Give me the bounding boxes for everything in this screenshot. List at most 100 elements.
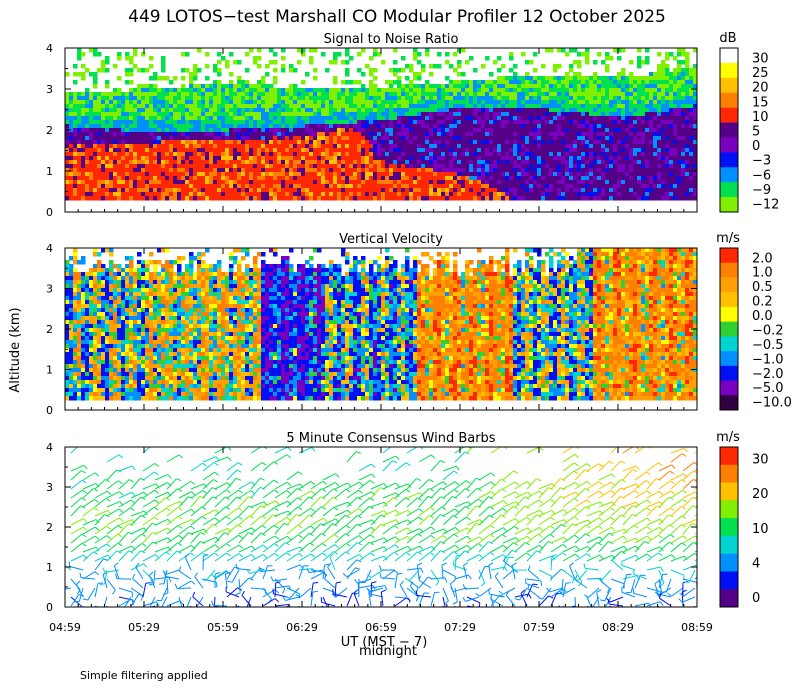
snr-cell (377, 152, 382, 157)
snr-cell (533, 124, 538, 129)
snr-cell (381, 160, 386, 165)
snr-cell (225, 136, 230, 141)
snr-cell (389, 92, 394, 97)
snr-cell (509, 196, 514, 201)
snr-cell (677, 100, 682, 105)
snr-cell (693, 64, 697, 69)
snr-cell (153, 100, 158, 105)
snr-cell (201, 184, 206, 189)
snr-cell (529, 140, 534, 145)
snr-cell (169, 100, 174, 105)
snr-cell (533, 100, 538, 105)
snr-cell (669, 72, 674, 77)
snr-cell (333, 80, 338, 85)
snr-cell (313, 188, 318, 193)
snr-cell (145, 188, 150, 193)
snr-cell (445, 164, 450, 169)
snr-cell (101, 92, 106, 97)
snr-cell (157, 192, 162, 197)
snr-cell (149, 156, 154, 161)
snr-cell (265, 108, 270, 113)
snr-cell (325, 128, 330, 133)
snr-cell (209, 112, 214, 117)
snr-cell (389, 104, 394, 109)
snr-cell (553, 68, 558, 73)
snr-cell (369, 120, 374, 125)
snr-cell (241, 152, 246, 157)
snr-cell (613, 176, 618, 181)
snr-cell (377, 180, 382, 185)
snr-cell (593, 104, 598, 109)
snr-cell (549, 164, 554, 169)
snr-cell (177, 128, 182, 133)
snr-cell (633, 176, 638, 181)
snr-cell (577, 152, 582, 157)
snr-cell (185, 196, 190, 201)
snr-cell (473, 124, 478, 129)
snr-cell (629, 168, 634, 173)
snr-cell (97, 136, 102, 141)
snr-cell (585, 172, 590, 177)
snr-cell (129, 116, 134, 121)
snr-cell (493, 188, 498, 193)
snr-cell (673, 112, 678, 117)
snr-cell (541, 136, 546, 141)
snr-cell (409, 156, 414, 161)
snr-cell (281, 56, 286, 61)
snr-cell (597, 128, 602, 133)
snr-cell (357, 120, 362, 125)
snr-cell (381, 100, 386, 105)
snr-cell (77, 56, 82, 61)
snr-cell (81, 172, 86, 177)
snr-cell (285, 168, 290, 173)
snr-cell (397, 116, 402, 121)
snr-cell (505, 92, 510, 97)
snr-cell (381, 192, 386, 197)
snr-cell (513, 112, 518, 117)
snr-cell (401, 96, 406, 101)
snr-cell (205, 172, 210, 177)
snr-cell (641, 60, 646, 65)
snr-cell (77, 196, 82, 201)
snr-cell (401, 176, 406, 181)
snr-cell (629, 84, 634, 89)
snr-cell (213, 88, 218, 93)
snr-cell (653, 180, 658, 185)
snr-cell (217, 160, 222, 165)
snr-cell (289, 148, 294, 153)
snr-cell (505, 120, 510, 125)
snr-cell (301, 176, 306, 181)
snr-cell (593, 180, 598, 185)
snr-cell (65, 184, 70, 189)
snr-cell (509, 188, 514, 193)
snr-cell (81, 192, 86, 197)
snr-cell (233, 140, 238, 145)
snr-cell (341, 128, 346, 133)
snr-cell (569, 124, 574, 129)
snr-cell (125, 156, 130, 161)
snr-cell (521, 124, 526, 129)
snr-cell (349, 164, 354, 169)
snr-cell (409, 64, 414, 69)
snr-cell (629, 88, 634, 93)
snr-cell (393, 116, 398, 121)
snr-cell (281, 164, 286, 169)
snr-cell (249, 108, 254, 113)
snr-cell (457, 172, 462, 177)
snr-cell (129, 156, 134, 161)
snr-cell (637, 168, 642, 173)
snr-cell (265, 164, 270, 169)
snr-cell (669, 196, 674, 201)
snr-cell (541, 144, 546, 149)
snr-cell (273, 164, 278, 169)
snr-cell (341, 172, 346, 177)
snr-cell (85, 196, 90, 201)
snr-cell (333, 128, 338, 133)
snr-cell (505, 84, 510, 89)
snr-cell (521, 96, 526, 101)
snr-cell (405, 128, 410, 133)
snr-cell (509, 184, 514, 189)
snr-cell (505, 160, 510, 165)
snr-cell (565, 80, 570, 85)
snr-cell (85, 128, 90, 133)
